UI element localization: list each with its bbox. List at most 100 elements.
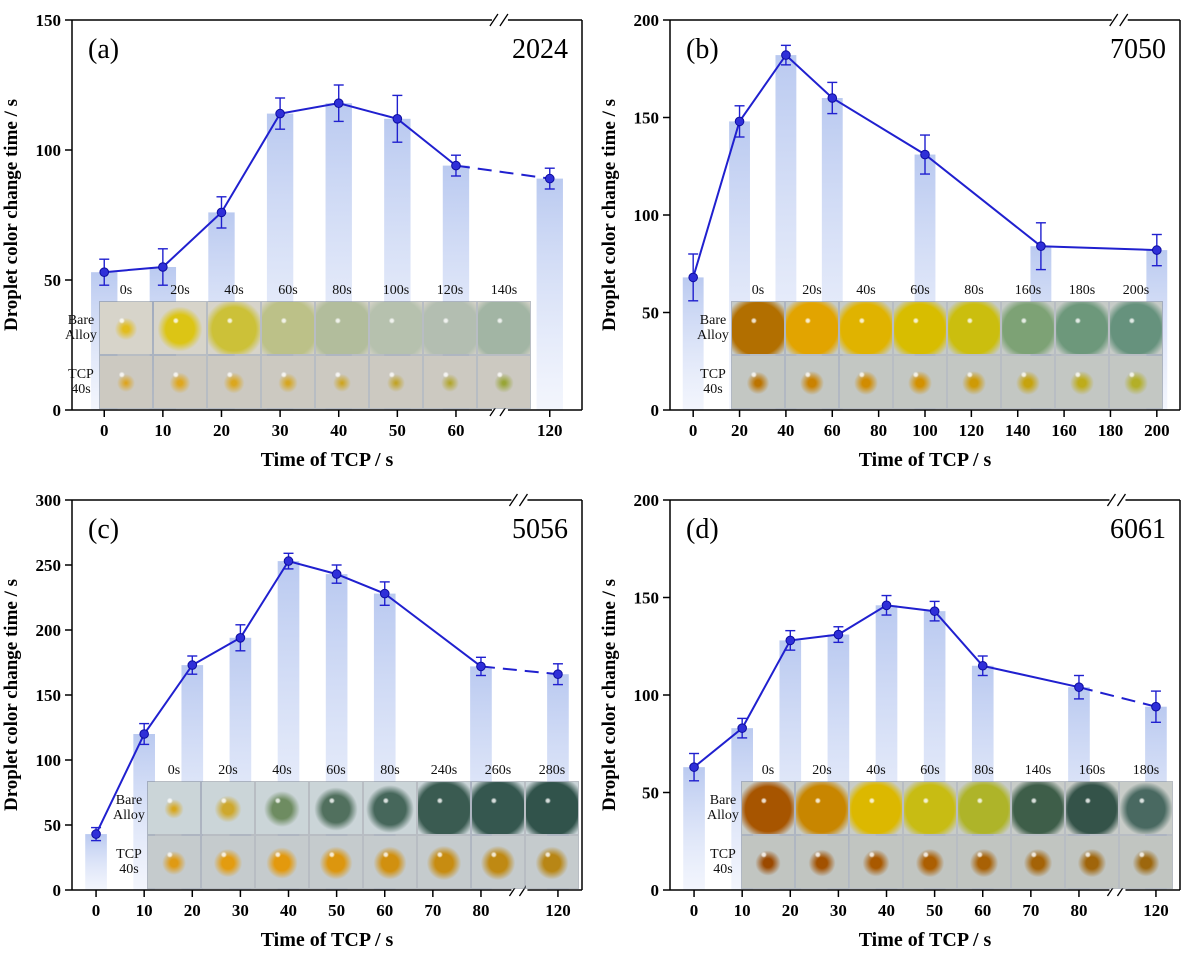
x-tick-label: 10 (136, 901, 153, 920)
inset-time-label: 0s (751, 283, 765, 298)
data-point (929, 606, 940, 616)
x-axis-title: Time of TCP / s (859, 929, 992, 951)
axis-break-mark (508, 493, 518, 507)
x-tick-label: 30 (272, 421, 289, 440)
data-point (920, 149, 930, 160)
droplet-photo (100, 302, 152, 354)
inset-photos: 0s 20s 40s 60s 80s 240s 260s 280s Bare Alloy TCP 40… (110, 762, 580, 888)
inset-time-label: 260s (484, 763, 512, 778)
x-axis-title: Time of TCP / s (859, 449, 992, 471)
droplet-photo (732, 302, 784, 354)
data-point (737, 723, 747, 733)
droplet-photo (370, 302, 422, 354)
inset-column-labels: 0s 20s 40s 60s 80s 100s 120s 140s (62, 282, 532, 300)
inset-time-label: 20s (218, 763, 238, 778)
droplet-photo (1110, 302, 1162, 354)
data-point (235, 633, 246, 643)
data-point (1074, 682, 1084, 692)
inset-corner (62, 282, 100, 300)
data-point (785, 635, 796, 646)
droplet-photo (904, 782, 956, 834)
x-tick-label: 10 (734, 901, 751, 920)
inset-time-label: 60s (910, 283, 930, 298)
y-tick-label: 0 (53, 401, 62, 420)
inset-time-label: 80s (380, 763, 400, 778)
data-line-dashed (1078, 686, 1157, 708)
y-tick-label: 200 (634, 491, 660, 510)
inset-column-labels: 0s 20s 40s 60s 80s 140s 160s 180s (704, 762, 1174, 780)
x-tick-label: 20 (184, 901, 201, 920)
axis-break-mark (518, 493, 528, 507)
panel-6061: 0 50 100 150 200 0 10 20 30 40 50 60 70 80 120 (d) 6061 D… (598, 480, 1196, 960)
y-axis-title: Droplet color change time / s (599, 99, 620, 331)
inset-time-label: 20s (170, 283, 190, 298)
droplet-photo (418, 782, 470, 834)
data-line-dashed (480, 665, 559, 676)
x-tick-label: 100 (912, 421, 938, 440)
x-tick-label: 10 (154, 421, 171, 440)
x-tick-label: 40 (280, 901, 297, 920)
droplet-photo (208, 302, 260, 354)
data-point (333, 98, 344, 108)
data-line-dashed (455, 164, 550, 180)
y-tick-label: 0 (53, 881, 62, 900)
droplet-photo (1056, 356, 1108, 408)
droplet-photo (262, 356, 314, 408)
inset-row-label-tcp-40s: TCP 40s (710, 846, 736, 877)
x-tick-label: 120 (545, 901, 571, 920)
droplet-photo (472, 782, 524, 834)
y-axis-title: Droplet color change time / s (599, 579, 620, 811)
inset-time-label: 140s (490, 283, 518, 298)
inset-time-label: 280s (538, 763, 566, 778)
data-point (881, 600, 892, 611)
droplet-photo (1002, 302, 1054, 354)
droplet-photo (1066, 836, 1118, 888)
data-point (451, 160, 461, 171)
data-point (216, 207, 227, 218)
droplet-photo (154, 302, 206, 354)
inset-row-label-tcp-40s: TCP 40s (116, 846, 142, 877)
droplet-photo (1012, 836, 1064, 888)
x-tick-label: 30 (232, 901, 249, 920)
inset-time-label: 140s (1024, 763, 1052, 778)
inset-time-label: 200s (1122, 283, 1150, 298)
x-tick-label: 60 (824, 421, 841, 440)
droplet-photo (418, 836, 470, 888)
x-tick-label: 0 (690, 901, 699, 920)
droplet-photo (148, 782, 200, 834)
data-point (1152, 245, 1162, 255)
inset-column-labels: 0s 20s 40s 60s 80s 160s 180s 200s (694, 282, 1164, 300)
droplet-photo (256, 782, 308, 834)
inset-row-label-tcp-40s: TCP 40s (700, 366, 726, 397)
droplet-photo (370, 356, 422, 408)
inset-row-label-bare-alloy: Bare Alloy (113, 792, 145, 823)
axis-break-mark (499, 13, 509, 27)
droplet-photo (796, 836, 848, 888)
inset-row-bare-alloy: Bare Alloy (110, 782, 580, 834)
droplet-photo (948, 356, 1000, 408)
data-point (781, 50, 791, 60)
x-tick-label: 70 (1022, 901, 1039, 920)
data-point (158, 262, 168, 272)
droplet-photo (424, 356, 476, 408)
x-tick-label: 120 (537, 421, 563, 440)
inset-time-label: 80s (974, 763, 994, 778)
x-tick-label: 40 (777, 421, 794, 440)
x-tick-label: 60 (447, 421, 464, 440)
inset-photos: 0s 20s 40s 60s 80s 160s 180s 200s Bare Alloy TCP 40… (694, 282, 1164, 408)
x-tick-label: 80 (1070, 901, 1087, 920)
highlight-bar (85, 834, 107, 890)
x-tick-label: 120 (959, 421, 985, 440)
inset-time-label: 40s (856, 283, 876, 298)
droplet-photo (958, 836, 1010, 888)
data-point (689, 762, 699, 772)
panel-2024: 0 50 100 150 0 10 20 30 40 50 60 120 (a) 2024 Droplet … (0, 0, 598, 480)
x-tick-label: 0 (92, 901, 101, 920)
droplet-photo (154, 356, 206, 408)
y-tick-label: 50 (642, 304, 659, 323)
droplet-photo (1110, 356, 1162, 408)
x-tick-label: 50 (926, 901, 943, 920)
droplet-photo (958, 782, 1010, 834)
inset-row-tcp-40s: TCP 40s (62, 356, 532, 408)
droplet-photo (894, 356, 946, 408)
